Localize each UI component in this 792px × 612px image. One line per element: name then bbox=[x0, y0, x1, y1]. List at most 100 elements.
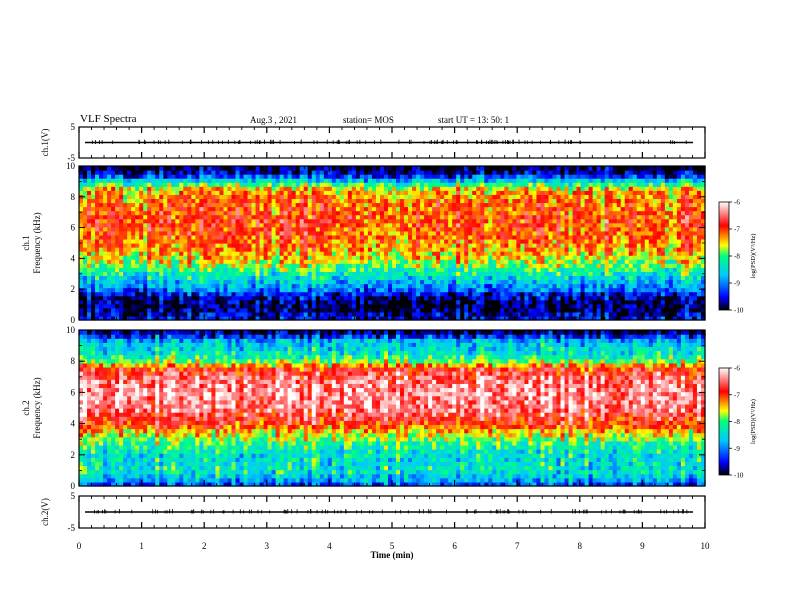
spectrogram-cell bbox=[179, 299, 184, 305]
spectrogram-cell bbox=[119, 255, 124, 260]
spectrogram-cell bbox=[371, 210, 377, 216]
spectrogram-cell bbox=[275, 178, 281, 183]
spectrogram-cell bbox=[488, 255, 493, 260]
spectrogram-cell bbox=[528, 255, 534, 260]
spectrogram-cell bbox=[151, 174, 156, 179]
spectrogram-cell bbox=[183, 222, 188, 228]
spectrogram-cell bbox=[295, 170, 301, 175]
spectrogram-cell bbox=[500, 210, 505, 216]
spectrogram-cell bbox=[255, 243, 261, 248]
spectrogram-cell bbox=[416, 271, 421, 277]
spectrogram-cell bbox=[387, 311, 393, 317]
spectrogram-cell bbox=[544, 247, 550, 252]
spectrogram-cell bbox=[548, 226, 554, 232]
spectrogram-cell bbox=[311, 283, 317, 289]
spectrogram-cell bbox=[540, 295, 546, 301]
spectrogram-cell bbox=[420, 190, 425, 195]
spectrogram-cell bbox=[343, 303, 349, 309]
spectrogram-cell bbox=[404, 222, 409, 228]
spectrogram-cell bbox=[488, 243, 493, 248]
spectrogram-cell bbox=[347, 295, 353, 301]
spectrogram-cell bbox=[347, 202, 353, 208]
spectrogram-cell bbox=[379, 214, 385, 220]
spectrogram-cell bbox=[95, 267, 100, 272]
spectrogram-cell bbox=[135, 174, 140, 179]
spectrogram-cell bbox=[484, 263, 489, 268]
spectrogram-cell bbox=[163, 311, 168, 317]
spectrogram-cell bbox=[436, 190, 441, 195]
spectrogram-cell bbox=[367, 291, 373, 297]
spectrogram-cell bbox=[83, 218, 88, 224]
spectrogram-cell bbox=[199, 182, 204, 187]
spectrogram-cell bbox=[524, 283, 530, 289]
spectrogram-cell bbox=[488, 259, 493, 264]
spectrogram-cell bbox=[83, 315, 88, 321]
spectrogram-cell bbox=[151, 303, 156, 309]
spectrogram-cell bbox=[303, 178, 309, 183]
spectrogram-cell bbox=[319, 307, 325, 313]
spectrogram-cell bbox=[219, 259, 225, 264]
spectrogram-cell bbox=[416, 194, 421, 200]
spectrogram-cell bbox=[127, 299, 132, 305]
spectrogram-cell bbox=[412, 315, 417, 321]
spectrogram-cell bbox=[383, 174, 389, 179]
spectrogram-cell bbox=[271, 166, 277, 171]
spectrogram-cell bbox=[231, 230, 237, 236]
spectrogram-cell bbox=[420, 311, 425, 317]
spectrogram-cell bbox=[83, 299, 88, 305]
spectrogram-cell bbox=[568, 166, 574, 171]
spectrogram-cell bbox=[151, 255, 156, 260]
spectrogram-cell bbox=[311, 271, 317, 277]
spectrogram-cell bbox=[363, 238, 369, 244]
spectrogram-cell bbox=[179, 259, 184, 264]
spectrogram-cell bbox=[576, 170, 582, 175]
spectrogram-cell bbox=[339, 279, 345, 285]
spectrogram-cell bbox=[267, 259, 273, 264]
spectrogram-cell bbox=[347, 198, 353, 204]
spectrogram-cell bbox=[271, 287, 277, 293]
spectrogram-cell bbox=[191, 243, 196, 248]
spectrogram-cell bbox=[504, 283, 509, 289]
spectrogram-cell bbox=[508, 178, 513, 183]
spectrogram-cell bbox=[392, 291, 397, 297]
spectrogram-cell bbox=[247, 222, 253, 228]
spectrogram-cell bbox=[267, 178, 273, 183]
spectrogram-cell bbox=[468, 255, 473, 260]
spectrogram-cell bbox=[392, 295, 397, 301]
spectrogram-cell bbox=[163, 263, 168, 268]
spectrogram-cell bbox=[87, 186, 92, 191]
spectrogram-cell bbox=[155, 230, 160, 236]
spectrogram-cell bbox=[576, 287, 582, 293]
spectrogram-cell bbox=[548, 299, 554, 305]
spectrogram-cell bbox=[115, 279, 120, 285]
spectrogram-cell bbox=[396, 287, 401, 293]
spectrogram-cell bbox=[179, 222, 184, 228]
spectrogram-cell bbox=[87, 222, 92, 228]
spectrogram-cell bbox=[227, 238, 233, 244]
spectrogram-cell bbox=[83, 267, 88, 272]
spectrogram-cell bbox=[464, 238, 469, 244]
spectrogram-cell bbox=[191, 198, 196, 204]
spectrogram-cell bbox=[488, 214, 493, 220]
spectrogram-cell bbox=[392, 198, 397, 204]
spectrogram-cell bbox=[572, 194, 578, 200]
spectrogram-cell bbox=[408, 271, 413, 277]
spectrogram-cell bbox=[520, 230, 526, 236]
spectrogram-cell bbox=[231, 170, 237, 175]
spectrogram-cell bbox=[303, 275, 309, 281]
spectrogram-cell bbox=[444, 222, 449, 228]
spectrogram-cell bbox=[283, 303, 289, 309]
spectrogram-cell bbox=[227, 202, 233, 208]
spectrogram-cell bbox=[83, 263, 88, 268]
spectrogram-cell bbox=[95, 271, 100, 277]
spectrogram-cell bbox=[572, 174, 578, 179]
spectrogram-cell bbox=[532, 194, 538, 200]
spectrogram-cell bbox=[143, 299, 148, 305]
spectrogram-cell bbox=[311, 267, 317, 272]
spectrogram-cell bbox=[179, 263, 184, 268]
spectrogram-cell bbox=[295, 166, 301, 171]
spectrogram-cell bbox=[412, 295, 417, 301]
spectrogram-cell bbox=[139, 182, 144, 187]
spectrogram-cell bbox=[508, 251, 513, 256]
spectrogram-cell bbox=[95, 186, 100, 191]
